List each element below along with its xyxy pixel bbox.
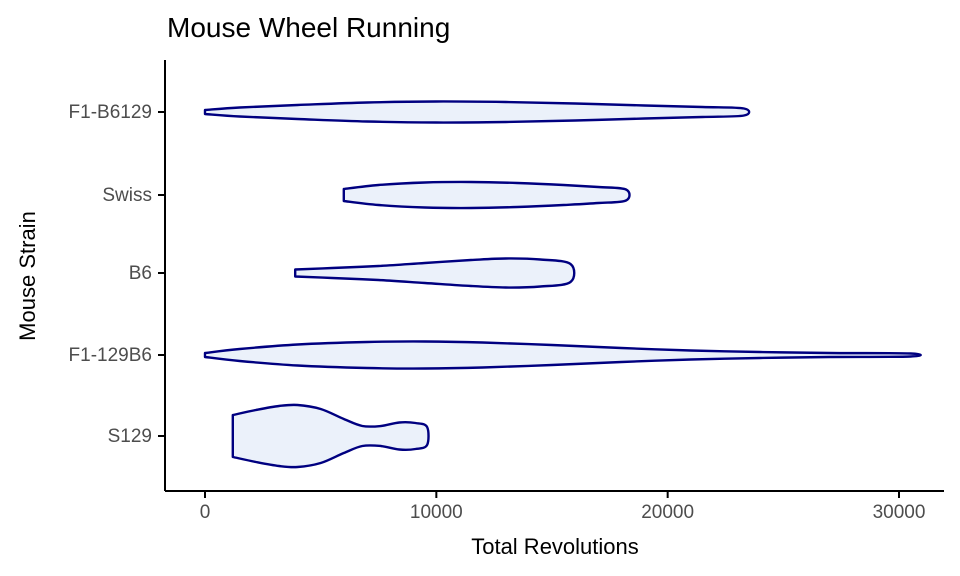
violin-f1-129b6 [203, 340, 922, 370]
x-tick-label: 10000 [410, 502, 463, 523]
x-tick-label: 20000 [641, 502, 694, 523]
y-category-label: Swiss [102, 185, 152, 206]
y-category-label: S129 [108, 426, 152, 447]
violin-f1-b6129 [203, 100, 751, 124]
x-tick-label: 30000 [873, 502, 926, 523]
violin-b6 [294, 257, 576, 289]
chart-title: Mouse Wheel Running [167, 12, 451, 43]
violin-s129 [231, 403, 430, 469]
violin-swiss [342, 180, 631, 210]
y-category-label: F1-B6129 [69, 102, 152, 123]
y-category-label: B6 [129, 263, 152, 284]
y-category-label: F1-129B6 [69, 345, 152, 366]
x-tick-label: 0 [200, 502, 211, 523]
x-axis-title: Total Revolutions [471, 534, 639, 559]
